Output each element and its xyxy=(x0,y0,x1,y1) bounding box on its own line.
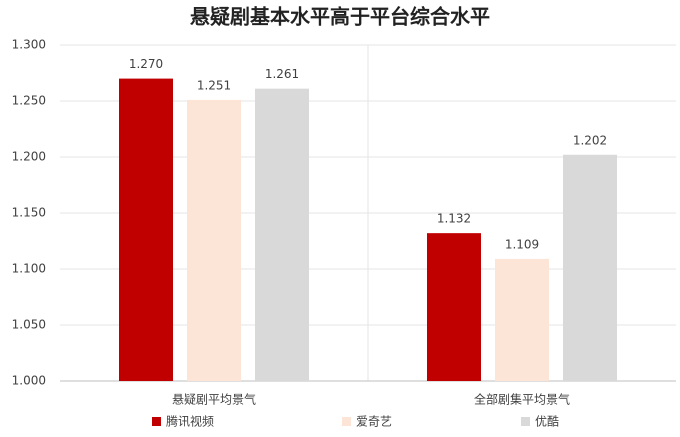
y-tick-label: 1.250 xyxy=(12,94,46,108)
legend-swatch xyxy=(521,417,530,426)
legend-swatch xyxy=(342,417,351,426)
value-label: 1.251 xyxy=(197,78,231,92)
legend-label: 爱奇艺 xyxy=(356,415,392,429)
y-tick-label: 1.200 xyxy=(12,150,46,164)
legend-swatch xyxy=(152,417,161,426)
x-tick-label: 悬疑剧平均景气 xyxy=(172,392,256,407)
chart-title: 悬疑剧基本水平高于平台综合水平 xyxy=(190,5,490,29)
bar xyxy=(495,258,549,381)
y-tick-label: 1.150 xyxy=(12,206,46,220)
bar xyxy=(119,78,173,381)
bar xyxy=(563,154,617,381)
legend-label: 优酷 xyxy=(535,415,559,429)
x-tick-label: 全部剧集平均景气 xyxy=(474,392,570,407)
y-tick-label: 1.100 xyxy=(12,262,46,276)
y-tick-label: 1.300 xyxy=(12,38,46,52)
bar xyxy=(255,88,309,382)
value-label: 1.109 xyxy=(505,237,539,251)
bar xyxy=(187,99,241,381)
y-tick-label: 1.050 xyxy=(12,318,46,332)
bar xyxy=(427,233,481,381)
y-tick-label: 1.000 xyxy=(12,374,46,388)
legend-label: 腾讯视频 xyxy=(166,414,214,429)
value-label: 1.261 xyxy=(265,67,299,81)
value-label: 1.132 xyxy=(437,212,471,226)
value-label: 1.270 xyxy=(129,57,163,71)
value-label: 1.202 xyxy=(573,133,607,147)
